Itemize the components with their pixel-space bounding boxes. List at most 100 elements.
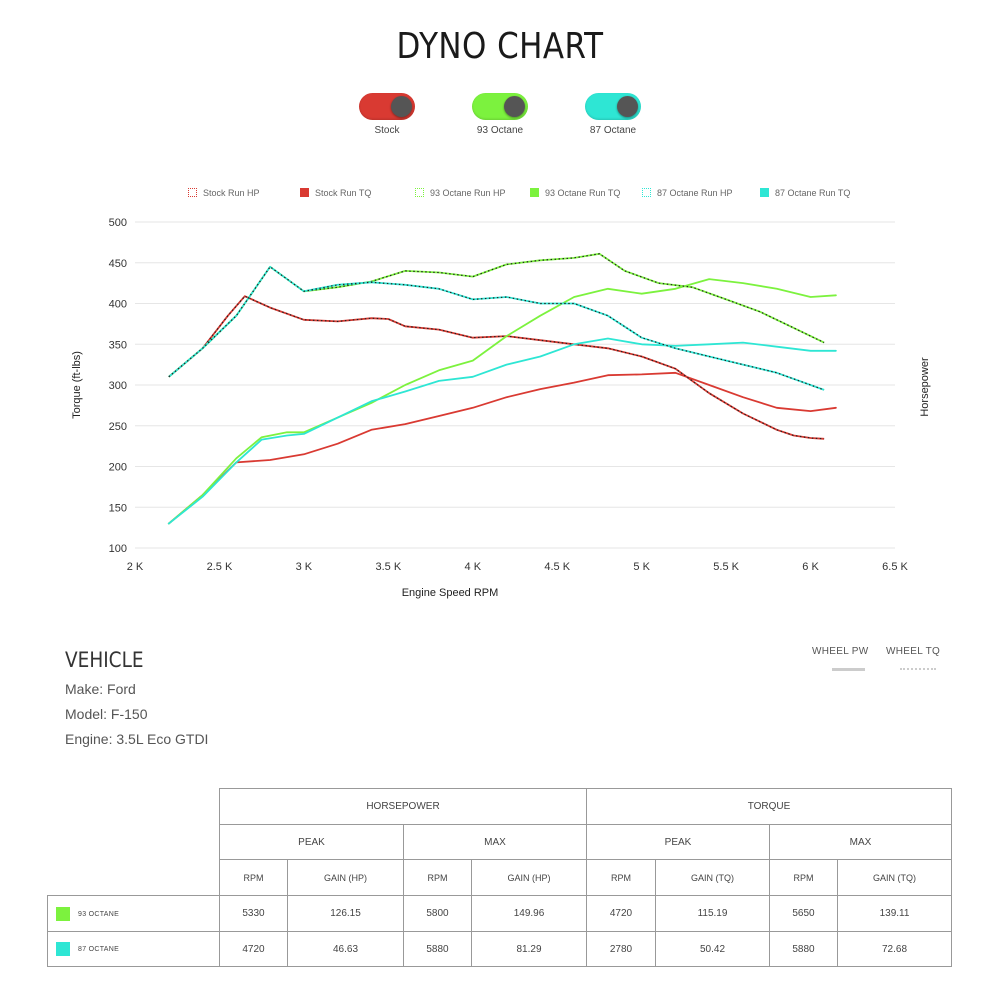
y-tick-label: 350 [109,339,127,351]
legend-item-stock-hp[interactable]: Stock Run HP [188,188,260,198]
vehicle-engine: Engine: 3.5L Eco GTDI [65,731,209,747]
table-cell: 149.96 [471,895,587,932]
y2-axis-label: Horsepower [919,357,931,417]
table-row-93-octane: 93 OCTANE 5330 126.15 5800 149.96 4720 1… [47,895,952,932]
y-tick-label: 450 [109,258,127,270]
legend-swatch [415,188,424,197]
subheader-rpm: RPM [769,859,838,896]
subheader-gain-hp: GAIN (HP) [471,859,587,896]
x-tick-label: 2.5 K [207,561,233,573]
row-label: 93 OCTANE [47,895,220,932]
toggle-label: Stock [374,125,400,136]
row-label-text: 87 OCTANE [78,945,120,953]
toggle-knob [391,96,412,117]
series-dots-87-octane-run-tq [168,265,825,391]
series-line-stock-run-hp [167,371,837,525]
table-cell: 5880 [403,931,472,967]
x-axis-label: Engine Speed RPM [402,587,499,599]
table-cell: 72.68 [837,931,952,967]
page-title: DYNO CHART [396,26,604,67]
wheel-tq-toggle[interactable]: WHEEL TQ [886,646,941,657]
wheel-pw-indicator [832,668,865,671]
y-tick-label: 250 [109,421,127,433]
dyno-chart: 100 150 200 250 300 350 400 450 500 2 K 2.5 K 3 K 3.… [71,217,931,599]
legend-swatch [530,188,539,197]
header-hp-peak: PEAK [219,824,404,860]
x-tick-label: 5 K [633,561,650,573]
row-label-text: 93 OCTANE [78,910,120,918]
y-tick-label: 400 [109,299,127,311]
legend-label: Stock Run TQ [315,188,372,198]
subheader-rpm: RPM [403,859,472,896]
toggle-knob [504,96,525,117]
table-cell: 4720 [219,931,288,967]
table-cell: 4720 [586,895,656,932]
header-horsepower: HORSEPOWER [219,788,587,825]
legend-label: Stock Run HP [203,188,260,198]
legend-swatch [642,188,651,197]
table-cell: 5880 [769,931,838,967]
legend-item-93-hp[interactable]: 93 Octane Run HP [415,188,506,198]
series-dots-stock-run-tq [168,295,825,440]
row-label: 87 OCTANE [47,931,220,967]
row-swatch [56,906,70,921]
table-cell: 46.63 [287,931,404,967]
vehicle-heading: VEHICLE [65,648,144,672]
x-tick-label: 4 K [465,561,482,573]
legend-swatch [300,188,309,197]
subheader-gain-tq: GAIN (TQ) [655,859,770,896]
legend-label: 87 Octane Run TQ [775,188,851,198]
toggle-label: 93 Octane [476,125,524,136]
toggle-stock[interactable]: Stock [342,93,432,136]
table-cell: 50.42 [655,931,770,967]
wheel-pw-toggle[interactable]: WHEEL PW [812,646,869,657]
y-tick-label: 200 [109,462,127,474]
table-corner [48,860,220,896]
toggle-93-octane[interactable]: 93 Octane [455,93,545,136]
vehicle-model: Model: F-150 [65,706,148,722]
y-tick-label: 100 [109,543,127,555]
toggle-switch[interactable] [585,93,641,120]
header-tq-max: MAX [769,824,952,860]
header-tq-peak: PEAK [586,824,770,860]
legend-item-87-tq[interactable]: 87 Octane Run TQ [760,188,850,198]
subheader-rpm: RPM [219,859,288,896]
x-tick-label: 6.5 K [882,561,908,573]
table-cell: 81.29 [471,931,587,967]
header-torque: TORQUE [586,788,952,825]
header-hp-max: MAX [403,824,587,860]
table-cell: 2780 [586,931,656,967]
chart-legend: Stock Run HP Stock Run TQ 93 Octane Run … [180,188,860,204]
toggle-knob [617,96,638,117]
x-tick-label: 4.5 K [544,561,570,573]
x-tick-label: 3.5 K [375,561,401,573]
table-cell: 5800 [403,895,472,932]
series-line-87-octane-run-hp [167,337,837,525]
table-row-87-octane: 87 OCTANE 4720 46.63 5880 81.29 2780 50.… [47,931,952,967]
row-swatch [56,942,70,956]
legend-swatch [760,188,769,197]
x-tick-label: 3 K [296,561,313,573]
y-tick-label: 150 [109,502,127,514]
x-tick-label: 5.5 K [713,561,739,573]
legend-swatch [188,188,197,197]
table-cell: 5650 [769,895,838,932]
legend-label: 93 Octane Run HP [430,188,506,198]
toggle-87-octane[interactable]: 87 Octane [568,93,658,136]
x-tick-label: 6 K [802,561,819,573]
subheader-rpm: RPM [586,859,656,896]
subheader-gain-hp: GAIN (HP) [287,859,404,896]
legend-label: 87 Octane Run HP [657,188,733,198]
toggle-label: 87 Octane [589,125,637,136]
vehicle-make: Make: Ford [65,681,136,697]
legend-item-87-hp[interactable]: 87 Octane Run HP [642,188,733,198]
toggle-switch[interactable] [472,93,528,120]
table-cell: 115.19 [655,895,770,932]
legend-item-stock-tq[interactable]: Stock Run TQ [300,188,371,198]
series-line-87-octane-run-tq [168,265,825,391]
legend-item-93-tq[interactable]: 93 Octane Run TQ [530,188,620,198]
table-cell: 5330 [219,895,288,932]
wheel-tq-indicator [900,668,936,670]
toggle-switch[interactable] [359,93,415,120]
table-cell: 139.11 [837,895,952,932]
